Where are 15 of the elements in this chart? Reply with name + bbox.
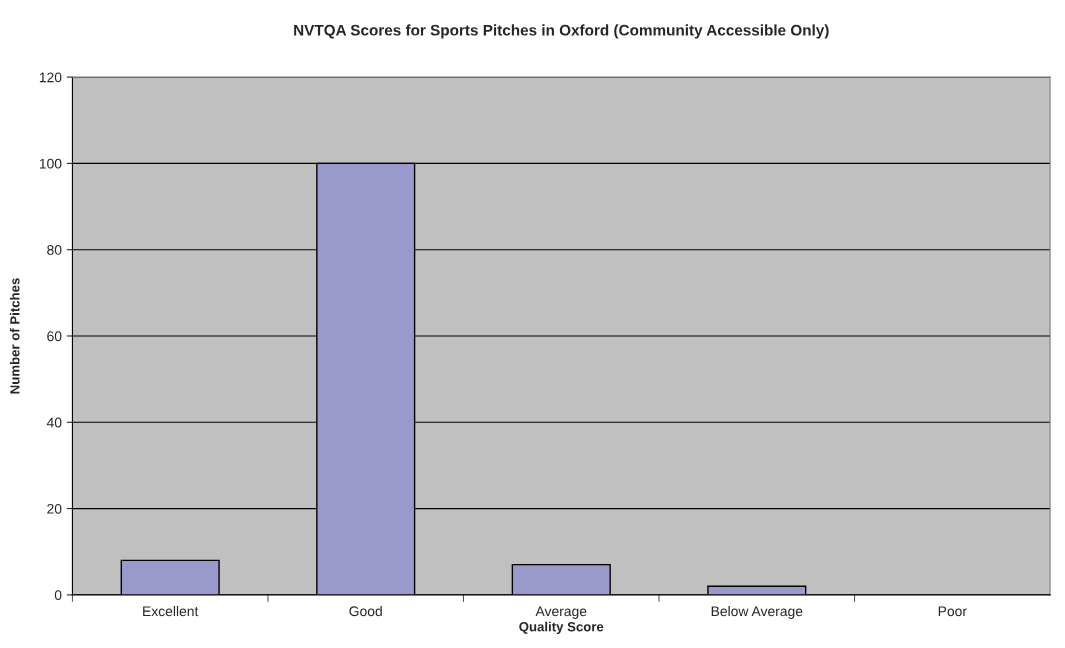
x-tick-label: Below Average [711, 605, 803, 619]
y-tick-label: 0 [54, 590, 62, 601]
y-tick-label: 120 [39, 72, 62, 83]
chart-title: NVTQA Scores for Sports Pitches in Oxford (Community Accessible Only) [294, 24, 829, 39]
y-tick-label: 80 [47, 245, 62, 255]
x-tick-label: Good [349, 605, 382, 617]
y-tick-label: 40 [46, 417, 62, 428]
y-tick-label: 60 [47, 331, 62, 342]
y-axis-title: Number of Pitches [9, 278, 20, 394]
x-tick-label: Poor [938, 606, 967, 617]
y-tick-label: 20 [47, 503, 62, 514]
x-tick-label: Excellent [143, 605, 199, 617]
x-tick-label: Average [535, 606, 587, 619]
x-axis-title: Quality Score [519, 621, 604, 634]
y-tick-label: 100 [39, 158, 62, 169]
